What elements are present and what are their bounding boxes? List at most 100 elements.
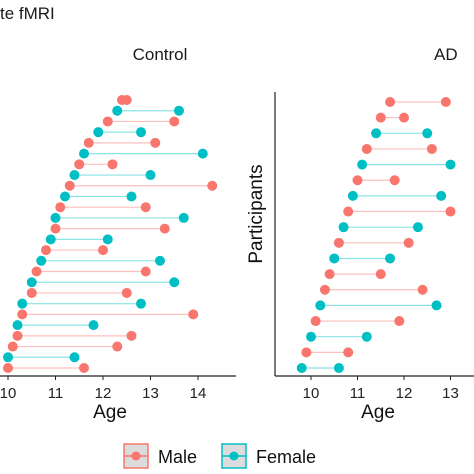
dumbbell-female-6 <box>357 159 456 170</box>
panel-ad: AD Participants 10 11 12 13 Age <box>246 45 474 423</box>
end-point <box>436 190 447 201</box>
end-point <box>417 284 428 295</box>
dumbbell-female-1 <box>306 331 372 342</box>
end-point <box>389 175 400 186</box>
x-tick-label: 12 <box>396 385 413 402</box>
dumbbell-female-7 <box>371 128 433 139</box>
figure-title: te fMRI <box>0 4 55 23</box>
start-point <box>36 255 47 266</box>
dumbbell-male-4 <box>333 237 414 248</box>
start-point <box>55 202 66 213</box>
end-point <box>126 330 137 341</box>
x-tick-label: 13 <box>142 385 159 402</box>
end-point <box>169 116 180 127</box>
dumbbell-female-9 <box>79 148 208 159</box>
start-point <box>31 266 42 277</box>
start-point <box>329 253 340 264</box>
end-point <box>107 159 118 170</box>
end-point <box>207 180 218 191</box>
end-point <box>159 223 170 234</box>
start-point <box>41 245 51 256</box>
end-point <box>174 105 184 116</box>
end-point <box>333 363 344 373</box>
end-point <box>431 300 442 311</box>
dumbbell-male-1 <box>7 341 123 352</box>
start-point <box>301 347 312 358</box>
end-point <box>361 331 372 342</box>
end-point <box>112 341 123 352</box>
end-point <box>102 234 113 245</box>
start-point <box>319 284 330 295</box>
end-point <box>412 222 423 233</box>
x-tick-label: 10 <box>0 385 16 402</box>
dumbbell-female-4 <box>338 222 423 233</box>
end-point <box>121 287 132 298</box>
dumbbell-male-3 <box>17 309 199 320</box>
dumbbell-female-8 <box>69 170 156 181</box>
dumbbell-female-7 <box>60 191 137 202</box>
start-point <box>74 159 85 170</box>
start-point <box>347 190 358 201</box>
start-point <box>306 331 316 342</box>
panel-control: Control 10 11 12 13 14 Age <box>0 45 236 423</box>
start-point <box>343 206 354 217</box>
facet-title-control: Control <box>133 45 188 64</box>
dumbbell-male-2 <box>12 330 137 341</box>
x-tick-label: 14 <box>190 385 207 402</box>
start-point <box>371 128 382 139</box>
dumbbell-female-1 <box>12 320 99 331</box>
legend-key-dot-female <box>229 451 239 461</box>
start-point <box>7 341 18 352</box>
legend-key-dot-male <box>131 451 141 461</box>
end-point <box>140 202 151 213</box>
start-point <box>296 363 307 373</box>
dumbbell-female-2 <box>17 298 146 309</box>
legend-label-male: Male <box>158 447 197 467</box>
start-point <box>375 112 386 123</box>
start-point <box>361 143 372 154</box>
dumbbell-male-5 <box>343 206 456 217</box>
start-point <box>12 330 23 341</box>
end-point <box>150 137 161 148</box>
start-point <box>83 137 94 148</box>
x-tick-label: 10 <box>303 385 320 402</box>
start-point <box>64 180 75 191</box>
dumbbell-female-2 <box>315 300 442 311</box>
end-point <box>422 128 433 139</box>
start-point <box>26 277 37 288</box>
end-point <box>399 112 409 123</box>
end-point <box>178 212 189 223</box>
x-tick-label: 13 <box>442 385 459 402</box>
dumbbell-female-5 <box>347 190 447 201</box>
dumbbell-male-0 <box>301 347 354 358</box>
dumbbell-male-3 <box>324 269 386 280</box>
legend-item-male: Male <box>123 443 197 469</box>
x-ticks-control: 10 11 12 13 14 <box>0 376 206 402</box>
end-point <box>440 97 451 107</box>
start-point <box>26 287 37 298</box>
end-point <box>155 255 165 266</box>
end-point <box>121 95 132 105</box>
start-point <box>324 269 335 280</box>
dumbbell-female-11 <box>112 105 184 116</box>
end-point <box>98 245 108 256</box>
plot-area-control <box>3 95 218 373</box>
start-point <box>79 148 89 159</box>
dumbbell-female-0 <box>3 352 80 363</box>
end-point <box>188 309 199 320</box>
start-point <box>3 363 13 373</box>
start-point <box>3 352 13 363</box>
x-tick-label: 11 <box>48 385 64 402</box>
start-point <box>102 116 113 127</box>
dumbbell-male-4 <box>26 287 132 298</box>
start-point <box>315 300 326 311</box>
end-point <box>88 320 99 331</box>
dumbbell-male-11 <box>83 137 161 148</box>
end-point <box>169 277 180 288</box>
start-point <box>17 309 28 320</box>
start-point <box>17 298 28 309</box>
end-point <box>79 363 89 373</box>
end-point <box>445 206 456 217</box>
dumbbell-male-8 <box>55 202 151 213</box>
